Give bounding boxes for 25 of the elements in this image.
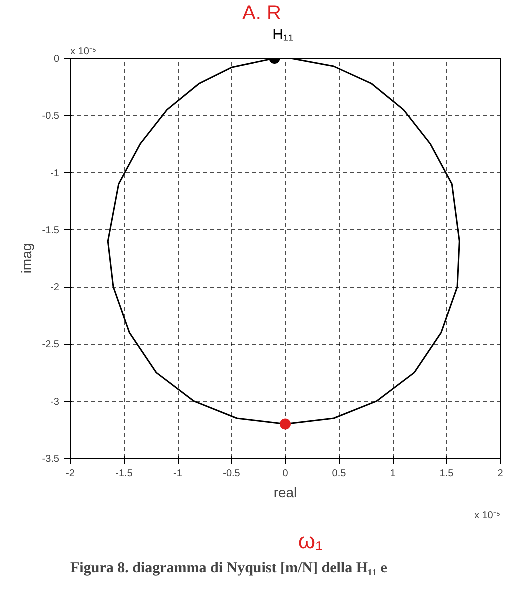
text: x 10⁻⁵	[474, 510, 500, 522]
text: H₁₁	[272, 26, 294, 44]
text: Figura 8. diagramma di Nyquist [m/N] della H₁₁ e	[70, 560, 388, 576]
y-tick-label: -1	[50, 168, 60, 180]
x-tick-label: -1	[174, 468, 183, 480]
y-tick-label: -2	[50, 282, 60, 294]
x-tick-label: -1.5	[116, 468, 134, 480]
text: x 10⁻⁵	[70, 46, 97, 58]
y-axis-title: imag	[18, 243, 34, 274]
x-tick-label: 1.5	[440, 468, 454, 480]
text: ω₁	[298, 528, 324, 554]
y-tick-label: -3	[50, 396, 60, 408]
x-tick-label: -0.5	[223, 468, 241, 480]
x-axis-title: real	[274, 484, 298, 500]
y-tick-label: -3.5	[42, 454, 60, 465]
x-tick-label: 2	[498, 468, 504, 480]
y-tick-label: -0.5	[42, 111, 60, 122]
y-tick-label: 0	[54, 54, 60, 65]
y-tick-label: -1.5	[42, 225, 60, 236]
x-tick-label: 0.5	[332, 468, 347, 480]
text: A. R	[242, 2, 282, 24]
x-tick-label: 0	[282, 468, 289, 480]
x-tick-label: -2	[66, 468, 76, 480]
y-tick-label: -2.5	[42, 340, 60, 351]
x-tick-label: 1	[390, 468, 396, 480]
